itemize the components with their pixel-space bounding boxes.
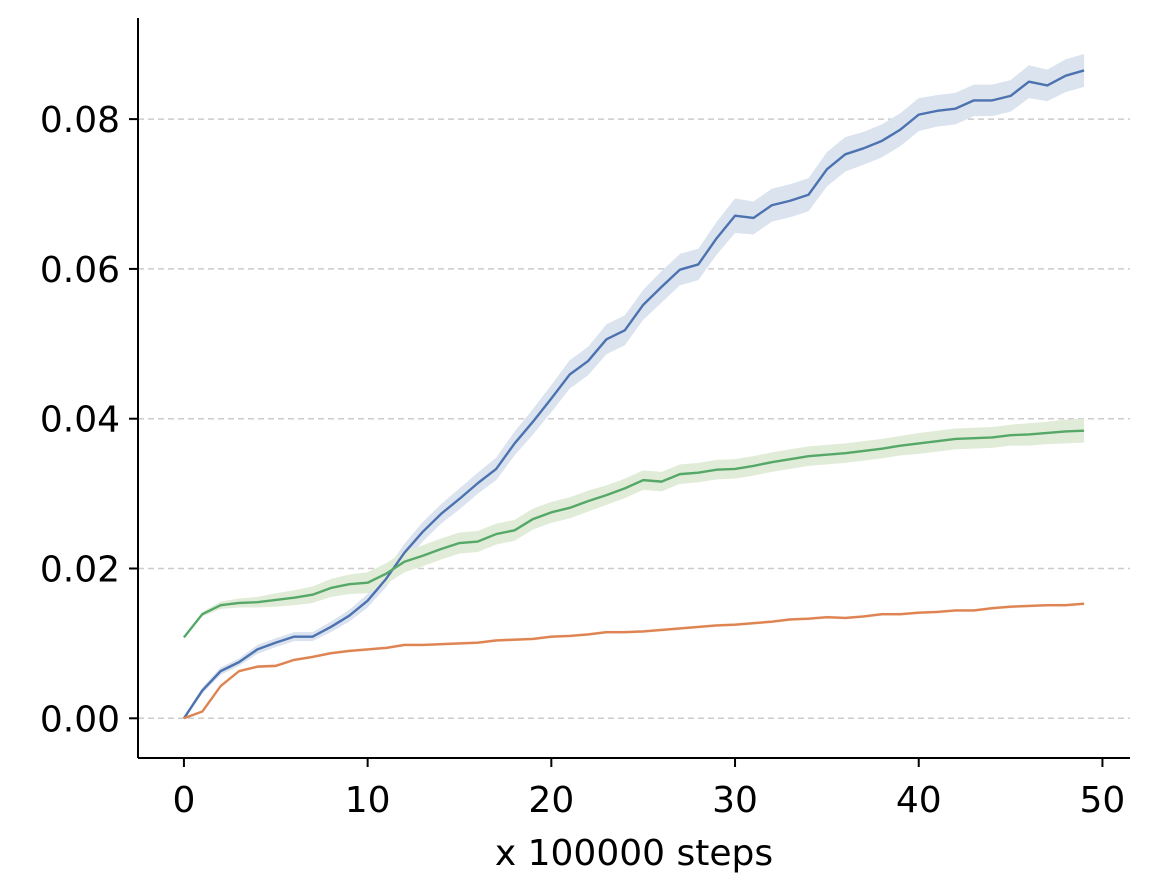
series-lines — [182, 69, 1085, 720]
y-tick-label: 0.04 — [40, 400, 120, 441]
series-1-line — [182, 69, 1085, 719]
ticks: 0.00 0.02 0.04 0.06 0.08 0 10 20 30 40 50 — [40, 100, 1126, 821]
series-3-line — [182, 429, 1085, 639]
y-tick-label: 0.02 — [40, 550, 120, 591]
series-2-line — [183, 602, 1085, 720]
x-tick-label: 30 — [712, 780, 758, 821]
x-tick-label: 0 — [172, 780, 195, 821]
confidence-bands — [183, 53, 1085, 720]
x-tick-label: 20 — [528, 780, 574, 821]
x-axis-title: x 100000 steps — [495, 833, 773, 874]
axes — [137, 18, 1130, 759]
x-tick-label: 50 — [1080, 780, 1126, 821]
x-tick-label: 10 — [345, 780, 391, 821]
grid-lines — [138, 118, 1130, 720]
y-tick-label: 0.00 — [40, 699, 120, 740]
x-tick-label: 40 — [896, 780, 942, 821]
y-tick-label: 0.08 — [40, 100, 120, 141]
series-3-band — [183, 418, 1085, 639]
y-tick-label: 0.06 — [40, 250, 120, 291]
